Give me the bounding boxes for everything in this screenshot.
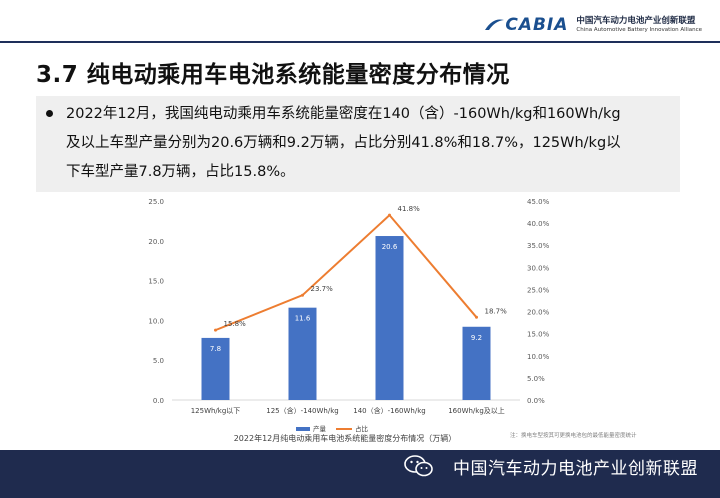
- line-point: [388, 213, 391, 217]
- x-tick-label: 140（含）-160Wh/kg: [353, 406, 425, 415]
- bar: [462, 326, 491, 400]
- page-title: 3.7 纯电动乘用车电池系统能量密度分布情况: [36, 62, 510, 88]
- y2-tick-label: 30.0%: [527, 264, 550, 272]
- x-tick-label: 125Wh/kg以下: [191, 407, 241, 415]
- bar: [288, 307, 317, 400]
- bullet-box: 2022年12月，我国纯电动乘用车系统能量密度在140（含）-160Wh/kg和…: [36, 96, 680, 192]
- bullet-text: 2022年12月，我国纯电动乘用车系统能量密度在140（含）-160Wh/kg和…: [66, 100, 670, 187]
- line-data-label: 15.8%: [224, 320, 247, 328]
- logo-en-name: China Automotive Battery Innovation Alli…: [576, 26, 702, 33]
- y2-tick-label: 5.0%: [527, 375, 545, 383]
- y-tick-label: 15.0: [148, 278, 164, 286]
- y2-tick-label: 10.0%: [527, 353, 550, 361]
- x-tick-label: 125（含）-140Wh/kg: [266, 406, 338, 415]
- bullet-icon: [46, 110, 53, 117]
- energy-density-chart: 0.0 5.0 10.0 15.0 20.0 25.0 0.0% 5.0% 10.0% 15.0%…: [148, 198, 637, 443]
- legend-label-bar: 产量: [313, 424, 327, 433]
- y2-tick-label: 35.0%: [527, 242, 550, 250]
- y2-tick-label: 45.0%: [527, 198, 550, 206]
- bar: [201, 337, 230, 400]
- y-tick-label: 0.0: [153, 397, 164, 405]
- y-tick-label: 10.0: [148, 317, 164, 325]
- bar-data-label: 7.8: [210, 345, 221, 353]
- y2-tick-label: 15.0%: [527, 331, 550, 339]
- y-tick-label: 20.0: [148, 238, 164, 246]
- logo-cn-name: 中国汽车动力电池产业创新联盟: [576, 16, 696, 26]
- bar-data-label: 9.2: [471, 334, 482, 342]
- line-point: [301, 293, 304, 297]
- bar-data-label: 11.6: [295, 315, 311, 323]
- line-series-share: [215, 213, 478, 332]
- bar: [375, 236, 404, 400]
- line-point: [214, 328, 217, 332]
- legend-label-line: 占比: [355, 424, 369, 433]
- line-data-label: 18.7%: [485, 307, 508, 315]
- wechat-icon: [404, 455, 433, 477]
- line-data-label: 41.8%: [398, 205, 421, 213]
- header-divider: [0, 41, 720, 43]
- y2-tick-label: 25.0%: [527, 286, 550, 294]
- bullet-line-3: 下车型产量7.8万辆，占比15.8%。: [66, 164, 295, 180]
- cabia-logo: CABIA: [483, 15, 568, 35]
- chart-title: 2022年12月纯电动乘用车电池系统能量密度分布情况（万辆）: [234, 433, 457, 443]
- logo-abbr: CABIA: [505, 15, 569, 35]
- chart-note: 注：换电车型按其可更换电池包的最低能量密度统计: [510, 431, 637, 439]
- bullet-line-1: 2022年12月，我国纯电动乘用车系统能量密度在140（含）-160Wh/kg和…: [66, 106, 621, 122]
- y2-tick-label: 0.0%: [527, 397, 545, 405]
- y-tick-label: 5.0: [153, 357, 164, 365]
- bullet-line-2: 及以上车型产量分别为20.6万辆和9.2万辆，占比分别41.8%和18.7%，1…: [66, 135, 621, 151]
- y2-tick-label: 20.0%: [527, 309, 550, 317]
- footer-text: 中国汽车动力电池产业创新联盟: [453, 459, 698, 479]
- bar-data-label: 20.6: [382, 243, 398, 251]
- y-tick-label: 25.0: [148, 198, 164, 206]
- line-data-label: 23.7%: [311, 285, 334, 293]
- legend-swatch-bar: [296, 427, 310, 431]
- y2-tick-label: 40.0%: [527, 220, 550, 228]
- line-point: [475, 315, 478, 319]
- logo-swoosh-icon: [485, 19, 505, 30]
- x-tick-label: 160Wh/kg及以上: [448, 406, 505, 415]
- header-logo: CABIA 中国汽车动力电池产业创新联盟 China Automotive Ba…: [483, 10, 702, 40]
- footer-bar: [0, 450, 720, 498]
